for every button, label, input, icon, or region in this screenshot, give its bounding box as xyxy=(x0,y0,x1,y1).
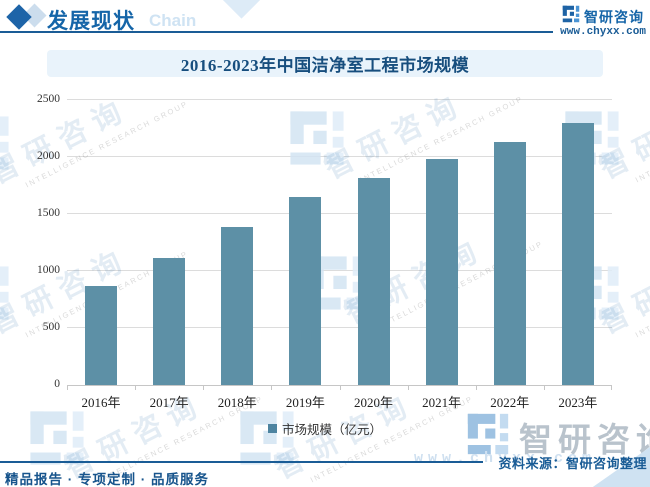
gridline-500 xyxy=(67,327,612,328)
bar-2018 xyxy=(221,226,254,385)
x-axis-labels: 2016年 2017年 2018年 2019年 2020年 2021年 2022年 2023年 xyxy=(67,392,612,410)
data-source: 资料来源：智研咨询整理 xyxy=(498,456,647,471)
section-title: 发展现状 xyxy=(47,10,135,33)
footer-divider xyxy=(0,461,483,463)
bar-2022 xyxy=(493,141,526,385)
gridline-1500 xyxy=(67,213,612,214)
watermark-diamond xyxy=(222,0,261,19)
y-tick-500: 500 xyxy=(42,321,60,333)
x-axis-tick-mark xyxy=(543,386,545,390)
brand-name: 智研咨询 xyxy=(584,8,644,25)
x-axis-tick-mark xyxy=(203,386,205,390)
header-background-word: Chain xyxy=(149,11,197,30)
x-tick-2020: 2020年 xyxy=(354,395,394,410)
gridline-1000 xyxy=(67,270,612,271)
x-tick-2016: 2016年 xyxy=(81,395,121,410)
x-tick-2023: 2023年 xyxy=(558,395,598,410)
bar-2020 xyxy=(357,177,390,385)
x-axis-tick-mark xyxy=(339,386,341,390)
footer-tagline: 精品报告 · 专项定制 · 品质服务 xyxy=(5,472,209,487)
y-tick-1500: 1500 xyxy=(37,207,60,219)
x-axis-tick-mark xyxy=(611,386,612,390)
bar-chart: 0 500 1000 1500 2000 2500 2016年 2017年 2018年 2019… xyxy=(0,85,650,437)
bar-2019 xyxy=(289,196,322,385)
legend-label: 市场规模（亿元） xyxy=(281,423,382,437)
x-axis-tick-mark xyxy=(407,386,409,390)
y-tick-0: 0 xyxy=(54,378,60,390)
gridline-2500 xyxy=(67,99,612,100)
y-axis-labels: 0 500 1000 1500 2000 2500 xyxy=(18,93,60,390)
legend-marker-icon xyxy=(267,424,277,433)
x-axis-tick-mark xyxy=(135,386,137,390)
x-tick-2022: 2022年 xyxy=(490,395,530,410)
bar-2017 xyxy=(153,258,186,385)
y-tick-1000: 1000 xyxy=(37,264,60,276)
x-axis-tick-mark xyxy=(475,386,477,390)
x-tick-2017: 2017年 xyxy=(149,395,189,410)
chart-title-bar: 2016-2023年中国洁净室工程市场规模 xyxy=(47,50,603,77)
brand-logo-icon xyxy=(562,5,580,28)
brand-lockup: 智研咨询 xyxy=(562,5,644,28)
header-divider xyxy=(0,31,553,33)
x-axis-tick-mark xyxy=(271,386,273,390)
y-tick-2500: 2500 xyxy=(37,93,60,105)
x-tick-2019: 2019年 xyxy=(285,395,325,410)
bar-2021 xyxy=(425,159,458,385)
x-tick-2018: 2018年 xyxy=(217,395,257,410)
gridline-2000 xyxy=(67,156,612,157)
chart-title: 2016-2023年中国洁净室工程市场规模 xyxy=(180,56,470,75)
x-axis-tick-mark xyxy=(67,386,68,390)
x-tick-2021: 2021年 xyxy=(422,395,462,410)
bar-2016 xyxy=(85,285,118,385)
website-url: www.chyxx.com xyxy=(560,26,646,38)
plot-area xyxy=(67,99,612,390)
bar-2023 xyxy=(561,122,594,385)
legend: 市场规模（亿元） xyxy=(0,419,650,438)
y-tick-2000: 2000 xyxy=(37,150,60,162)
